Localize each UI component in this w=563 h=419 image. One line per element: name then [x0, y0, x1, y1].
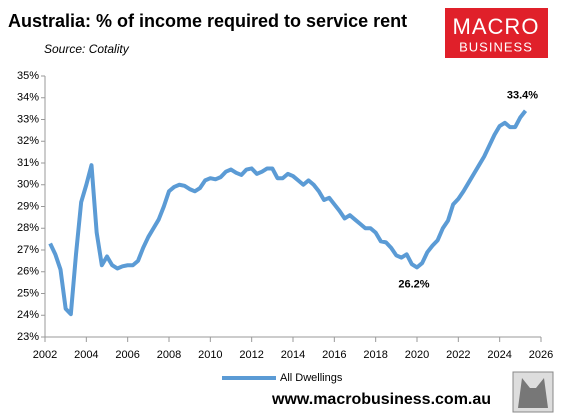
x-tick-label: 2020: [405, 349, 429, 361]
x-tick-label: 2022: [446, 349, 470, 361]
line-series: [48, 109, 528, 317]
legend-label: All Dwellings: [280, 372, 343, 384]
y-tick-label: 28%: [17, 222, 39, 234]
x-tick-label: 2002: [33, 349, 57, 361]
footer: www.macrobusiness.com.au: [271, 391, 491, 408]
logo-text: MACRO: [453, 14, 540, 39]
y-tick-label: 23%: [17, 331, 39, 343]
y-tick-label: 30%: [17, 179, 39, 191]
y-tick-label: 33%: [17, 113, 39, 125]
x-tick-label: 2010: [198, 349, 222, 361]
y-tick-label: 31%: [17, 157, 39, 169]
chart-subtitle: Source: Cotality: [44, 42, 130, 56]
y-tick-label: 32%: [17, 135, 39, 147]
y-tick-label: 35%: [17, 70, 39, 82]
x-tick-label: 2014: [281, 349, 305, 361]
x-tick-label: 2012: [239, 349, 263, 361]
y-tick-label: 26%: [17, 266, 39, 278]
y-tick-label: 27%: [17, 244, 39, 256]
annotation: 33.4%: [507, 90, 538, 102]
x-tick-label: 2008: [157, 349, 181, 361]
x-tick-label: 2018: [363, 349, 387, 361]
x-tick-label: 2004: [74, 349, 98, 361]
y-tick-label: 25%: [17, 287, 39, 299]
annotation: 26.2%: [398, 278, 429, 290]
y-tick-label: 29%: [17, 200, 39, 212]
chart-title: Australia: % of income required to servi…: [8, 11, 407, 31]
x-tick-label: 2006: [115, 349, 139, 361]
wolf-icon: [512, 371, 554, 413]
y-tick-label: 24%: [17, 309, 39, 321]
x-tick-label: 2026: [529, 349, 553, 361]
logo-box: [445, 8, 548, 58]
logo-text: BUSINESS: [459, 39, 533, 54]
x-tick-label: 2016: [322, 349, 346, 361]
y-tick-label: 34%: [17, 92, 39, 104]
x-tick-label: 2024: [487, 349, 511, 361]
